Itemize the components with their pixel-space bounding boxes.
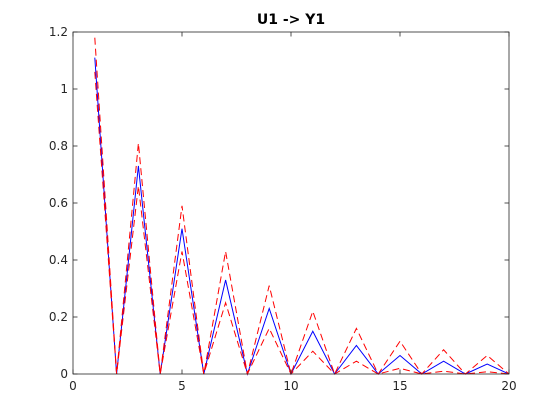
plot-area — [73, 32, 509, 374]
chart-title: U1 -> Y1 — [257, 12, 325, 28]
y-tick-label: 0.2 — [49, 310, 68, 324]
y-tick-label: 0.8 — [49, 139, 68, 153]
x-tick-label: 10 — [283, 379, 298, 393]
y-tick-label: 1 — [60, 82, 68, 96]
y-tick-label: 1.2 — [49, 25, 68, 39]
y-tick-label: 0.4 — [49, 253, 68, 267]
y-tick-label: 0.6 — [49, 196, 68, 210]
x-tick-label: 15 — [392, 379, 407, 393]
series-line-2 — [94, 37, 510, 376]
x-tick-label: 5 — [178, 379, 186, 393]
y-tick-label: 0 — [60, 367, 68, 381]
x-tick-label: 20 — [501, 379, 516, 393]
axes-layer: 0 5 10 15 20 0 0.2 0.4 0.6 0.8 1 1.2 — [49, 25, 517, 393]
series-line-3 — [94, 71, 510, 376]
x-tick-label: 0 — [69, 379, 77, 393]
series-layer — [94, 37, 510, 376]
